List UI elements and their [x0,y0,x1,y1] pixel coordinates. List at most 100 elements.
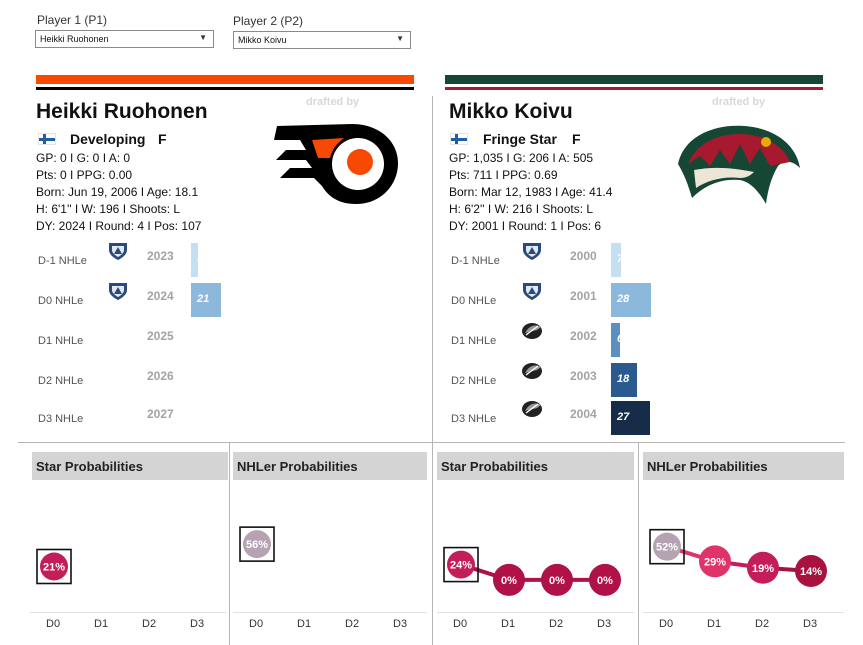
nhle-row-label: D0 NHLe [451,295,497,307]
probability-label: 56% [246,539,268,551]
x-tick-label: D1 [94,618,109,630]
player1-team-color-stripe [36,87,414,90]
chevron-down-icon[interactable]: ▼ [199,33,207,42]
x-tick-label: D1 [501,618,516,630]
player1-team-color-bar [36,75,414,84]
x-tick-label: D0 [453,618,468,630]
finland-flag-icon [450,133,468,145]
nhle-bar-value: 7 [617,253,624,265]
player1-stat-gp-g-a: GP: 0 I G: 0 I A: 0 [36,151,131,165]
probability-label: 0% [597,575,613,587]
probability-marker [493,563,525,596]
probability-point[interactable]: 14% [795,554,827,587]
probability-point[interactable]: 0% [541,563,573,596]
player2-selector-label: Player 2 (P2) [233,14,304,28]
chevron-down-icon[interactable]: ▼ [396,34,404,43]
probability-marker [747,551,779,584]
panel-baseline [233,612,427,613]
liiga-league-icon [520,318,544,342]
probability-point[interactable]: 21% [36,548,72,585]
probability-point[interactable]: 19% [747,551,779,584]
probability-point[interactable]: 0% [589,563,621,596]
panel-divider [432,442,433,645]
nhle-row-label: D1 NHLe [451,335,497,347]
player2-stat-gp-g-a: GP: 1,035 I G: 206 I A: 505 [449,151,594,165]
player2-drafted-by-label: drafted by [712,96,766,108]
nhle-row-label: D1 NHLe [38,335,84,347]
panel-divider [638,442,639,645]
nhle-row-year: 2024 [147,289,174,303]
nhle-row-label: D3 NHLe [38,413,84,425]
probability-line-segment [460,562,510,582]
x-tick-label: D3 [803,618,818,630]
probability-point[interactable]: 52% [649,528,685,565]
panels-top-divider [18,442,845,443]
shl-league-icon [106,278,130,302]
x-tick-label: D1 [707,618,722,630]
nhle-row-label: D2 NHLe [451,375,497,387]
probability-marker [243,530,271,559]
player2-team-color-stripe [445,87,823,90]
probability-line-segment [666,544,716,564]
liiga-league-icon [520,358,544,382]
x-tick-label: D1 [297,618,312,630]
nhle-bar-value: 27 [617,411,630,423]
player1-stat-draft: DY: 2024 I Round: 4 I Pos: 107 [36,219,202,233]
nhle-row-year: 2025 [147,329,174,343]
probability-point[interactable]: 29% [699,545,731,578]
probability-point[interactable]: 0% [493,563,525,596]
player1-dropdown-value: Heikki Ruohonen [40,34,109,44]
draft-year-highlight-box [36,548,72,585]
nhle-bar: 5 [191,243,203,277]
x-tick-label: D0 [46,618,61,630]
player2-stat-pts-ppg: Pts: 711 I PPG: 0.69 [449,168,558,182]
probability-label: 0% [549,575,565,587]
nhle-bar: 6 [611,323,624,357]
probability-point[interactable]: 24% [443,546,479,583]
player2-stat-draft: DY: 2001 I Round: 1 I Pos: 6 [449,219,602,233]
player1-dropdown[interactable]: Heikki Ruohonen ▼ [35,30,214,48]
probability-label: 29% [704,556,726,568]
probability-label: 21% [43,561,65,573]
panel-divider [229,442,230,645]
x-tick-label: D2 [345,618,360,630]
player1-stat-height-weight: H: 6'1'' I W: 196 I Shoots: L [36,202,181,216]
probability-marker [653,532,681,561]
x-tick-label: D2 [549,618,564,630]
player2-dropdown[interactable]: Mikko Koivu ▼ [233,31,411,49]
probability-point[interactable]: 56% [239,526,275,562]
nhle-row-year: 2003 [570,369,597,383]
nhle-row-label: D-1 NHLe [38,255,87,267]
player2-stat-height-weight: H: 6'2'' I W: 216 I Shoots: L [449,202,594,216]
p2-star-probabilities-title: Star Probabilities [437,452,634,480]
panel-baseline [30,612,226,613]
finland-flag-icon [38,133,56,145]
probability-marker [699,545,731,578]
x-tick-label: D3 [597,618,612,630]
player2-team-color-bar [445,75,823,84]
nhle-row-year: 2023 [147,249,174,263]
player1-status: Developing [70,131,146,147]
player-divider [432,96,433,444]
shl-league-icon [106,238,130,262]
x-tick-label: D2 [755,618,770,630]
nhle-row-year: 2001 [570,289,597,303]
nhle-row-label: D-1 NHLe [451,255,500,267]
nhle-bar: 7 [611,243,624,277]
nhle-row-year: 2002 [570,329,597,343]
draft-year-highlight-box [649,528,685,565]
player2-dropdown-value: Mikko Koivu [238,35,287,45]
draft-year-highlight-box [443,546,479,583]
nhle-bar: 28 [611,283,651,317]
x-tick-label: D0 [249,618,264,630]
panel-baseline [643,612,844,613]
p2-nhler-probabilities-title: NHLer Probabilities [643,452,844,480]
nhle-bar-value: 6 [617,333,624,345]
nhle-bar: 18 [611,363,637,397]
probability-marker [447,550,475,579]
p1-nhler-probabilities-title: NHLer Probabilities [233,452,427,480]
probability-line-segment [762,565,812,573]
player2-status: Fringe Star [483,131,557,147]
nhle-row-label: D0 NHLe [38,295,84,307]
player1-stat-born-age: Born: Jun 19, 2006 I Age: 18.1 [36,185,199,199]
